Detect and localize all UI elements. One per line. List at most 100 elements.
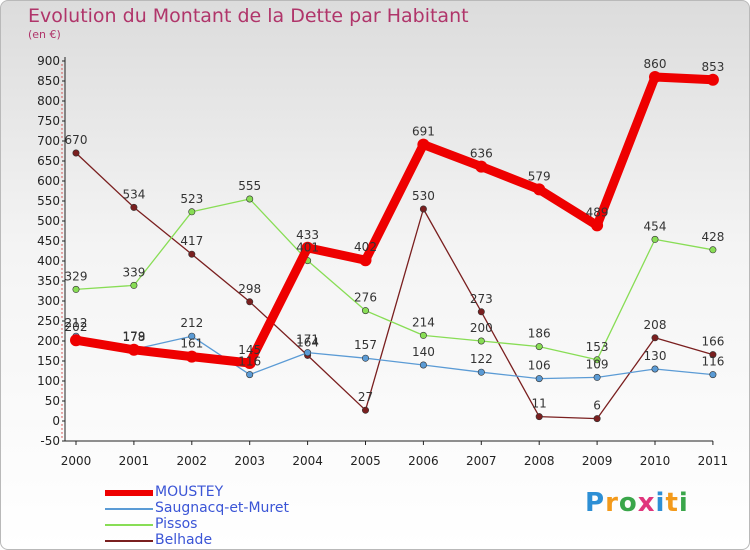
data-label: 853 — [701, 60, 724, 74]
series-line-pissos — [75, 198, 714, 361]
y-tick-label: 400 — [37, 254, 60, 268]
y-minor-tick — [61, 396, 63, 398]
y-minor-tick — [61, 144, 63, 146]
data-label: 523 — [180, 192, 203, 206]
data-label: 164 — [296, 335, 319, 349]
data-point — [359, 254, 372, 267]
data-label: 200 — [470, 321, 493, 335]
data-point — [72, 285, 80, 293]
y-minor-tick — [61, 124, 63, 126]
y-tick-label: 100 — [37, 374, 60, 388]
data-label: 636 — [470, 147, 493, 161]
y-minor-tick — [61, 204, 63, 206]
y-minor-tick — [61, 384, 63, 386]
y-tick-label: 450 — [37, 234, 60, 248]
y-minor-tick — [61, 168, 63, 170]
y-tick-label: 350 — [37, 274, 60, 288]
y-minor-tick — [61, 156, 63, 158]
data-point — [593, 415, 601, 423]
y-minor-tick — [61, 372, 63, 374]
data-label: 298 — [238, 282, 261, 296]
data-label: 273 — [470, 292, 493, 306]
data-label: 208 — [644, 318, 667, 332]
data-point — [475, 160, 488, 173]
data-label: 276 — [354, 291, 377, 305]
y-tick-label: -50 — [40, 434, 60, 448]
y-tick-label: 750 — [37, 114, 60, 128]
y-minor-tick — [61, 368, 63, 370]
y-minor-tick — [61, 84, 63, 86]
y-minor-tick — [61, 284, 63, 286]
data-point — [246, 298, 254, 306]
y-minor-tick — [61, 312, 63, 314]
y-minor-tick — [61, 148, 63, 150]
x-tick-label: 2008 — [524, 454, 555, 468]
data-label: 130 — [644, 349, 667, 363]
data-label: 417 — [180, 234, 203, 248]
data-point — [533, 183, 546, 196]
legend-swatch-belhade — [105, 540, 153, 542]
y-tick-label: 700 — [37, 134, 60, 148]
y-minor-tick — [61, 68, 63, 70]
y-minor-tick — [61, 104, 63, 106]
y-minor-tick — [61, 268, 63, 270]
legend-swatch-saugnacq — [105, 508, 153, 510]
data-label: 178 — [122, 330, 145, 344]
data-point — [130, 203, 138, 211]
y-minor-tick — [61, 364, 63, 366]
y-minor-tick — [61, 188, 63, 190]
data-point — [246, 371, 254, 379]
data-point — [709, 371, 717, 379]
data-label: 157 — [354, 338, 377, 352]
y-minor-tick — [61, 216, 63, 218]
data-point — [709, 351, 717, 359]
legend-label-moustey: MOUSTEY — [155, 484, 224, 500]
data-label: 166 — [701, 335, 724, 349]
x-tick-label: 2009 — [582, 454, 613, 468]
data-label: 212 — [180, 316, 203, 330]
y-tick-label: 150 — [37, 354, 60, 368]
logo-letter: x — [637, 488, 656, 518]
y-minor-tick — [61, 404, 63, 406]
data-label: 161 — [180, 337, 203, 351]
data-point — [477, 337, 485, 345]
y-minor-tick — [61, 296, 63, 298]
data-point — [243, 357, 256, 369]
y-minor-tick — [61, 76, 63, 78]
data-point — [649, 71, 661, 83]
y-minor-tick — [61, 276, 63, 278]
data-label: 691 — [412, 125, 435, 139]
x-tick-label: 2007 — [466, 454, 497, 468]
data-point — [246, 195, 254, 203]
data-point — [419, 205, 427, 213]
data-point — [709, 246, 717, 254]
y-tick-label: 500 — [37, 214, 60, 228]
y-minor-tick — [61, 352, 63, 354]
y-minor-tick — [61, 304, 63, 306]
y-minor-tick — [61, 308, 63, 310]
y-minor-tick — [61, 192, 63, 194]
y-minor-tick — [61, 244, 63, 246]
data-label: 555 — [238, 179, 261, 193]
data-point — [477, 368, 485, 376]
x-tick-label: 2005 — [350, 454, 381, 468]
x-tick-label: 2002 — [177, 454, 208, 468]
data-label: 579 — [528, 169, 551, 183]
data-point — [188, 332, 196, 340]
y-minor-tick — [61, 212, 63, 214]
legend-label-belhade: Belhade — [155, 532, 213, 548]
data-point — [185, 350, 198, 363]
series-line-belhade — [75, 152, 714, 420]
y-minor-tick — [61, 64, 63, 66]
data-label: 860 — [644, 57, 667, 71]
series-line-saugnacq-et-muret — [75, 335, 714, 380]
data-point — [477, 308, 485, 316]
y-minor-tick — [61, 324, 63, 326]
data-point — [706, 73, 719, 86]
y-minor-tick — [61, 172, 63, 174]
chart-title: Evolution du Montant de la Dette par Hab… — [28, 5, 469, 27]
y-minor-tick — [61, 208, 63, 210]
y-minor-tick — [61, 224, 63, 226]
x-tick-label: 2001 — [119, 454, 150, 468]
